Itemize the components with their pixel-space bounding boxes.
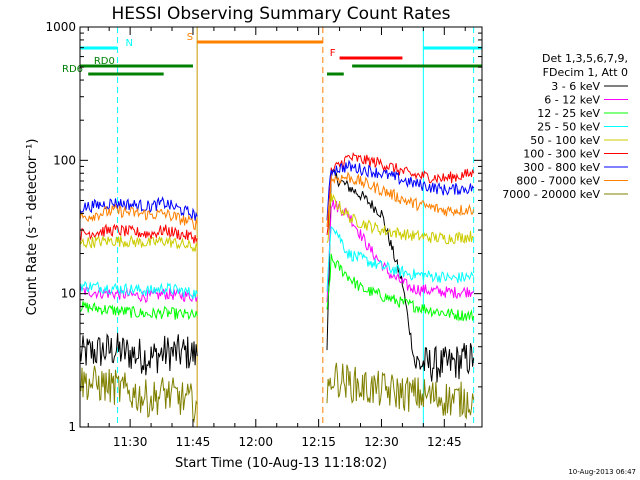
y-tick-label: 100 — [53, 153, 76, 167]
legend-label: 100 - 300 keV — [523, 148, 600, 161]
x-axis-label: Start Time (10-Aug-13 11:18:02) — [175, 456, 387, 471]
series-line — [79, 223, 198, 244]
y-tick-label: 10 — [61, 287, 76, 301]
legend-label: 800 - 7000 keV — [516, 175, 600, 188]
annotation-label: N — [126, 38, 133, 49]
series-line — [326, 168, 475, 383]
legend-header: FDecim 1, Att 0 — [543, 66, 628, 79]
observing-annotations: N S F RD0 RD6 — [62, 32, 482, 76]
legend-header: Det 1,3,5,6,7,9, — [542, 52, 628, 65]
axes: 1 10 100 1000 11:30 11:45 12:00 12:15 12:30 12:45 — [45, 20, 482, 449]
series-line — [326, 171, 475, 227]
legend: Det 1,3,5,6,7,9,FDecim 1, Att 03 - 6 keV… — [502, 52, 628, 201]
annotation-label: F — [330, 48, 336, 59]
series-line — [79, 301, 198, 321]
legend-label: 12 - 25 keV — [537, 107, 600, 120]
chart-title: HESSI Observing Summary Count Rates — [111, 4, 450, 24]
series-line — [326, 225, 474, 292]
x-tick-label: 11:45 — [176, 435, 211, 449]
y-axis-label: Count Rate (s⁻¹ detector⁻¹) — [25, 139, 40, 316]
series-line — [326, 193, 474, 245]
annotation-label: RD0 — [94, 56, 115, 67]
annotation-label: RD6 — [62, 64, 83, 75]
series-line — [326, 159, 475, 221]
y-tick-label: 1000 — [45, 20, 76, 34]
plot-frame — [79, 26, 483, 428]
x-tick-label: 12:30 — [364, 435, 399, 449]
x-tick-label: 11:30 — [113, 435, 148, 449]
legend-label: 300 - 800 keV — [523, 161, 600, 174]
legend-label: 6 - 12 keV — [544, 94, 600, 107]
x-tick-label: 12:15 — [301, 435, 336, 449]
series-line — [79, 203, 198, 231]
series-line — [79, 332, 198, 376]
annotation-label: S — [187, 32, 193, 43]
series-line — [79, 234, 198, 253]
series-line — [326, 362, 475, 420]
legend-label: 3 - 6 keV — [551, 80, 600, 93]
footer-timestamp: 10-Aug-2013 06:47 — [568, 468, 636, 476]
series-line — [79, 365, 198, 423]
series-line — [326, 253, 475, 322]
legend-label: 25 - 50 keV — [537, 121, 600, 134]
series-line — [326, 152, 475, 235]
series-line — [79, 196, 198, 221]
series-lines — [79, 152, 475, 423]
legend-label: 50 - 100 keV — [530, 134, 600, 147]
legend-label: 7000 - 20000 keV — [502, 188, 600, 201]
series-line — [79, 280, 198, 300]
x-tick-label: 12:00 — [238, 435, 273, 449]
x-tick-label: 12:45 — [427, 435, 462, 449]
y-tick-label: 1 — [68, 420, 76, 434]
